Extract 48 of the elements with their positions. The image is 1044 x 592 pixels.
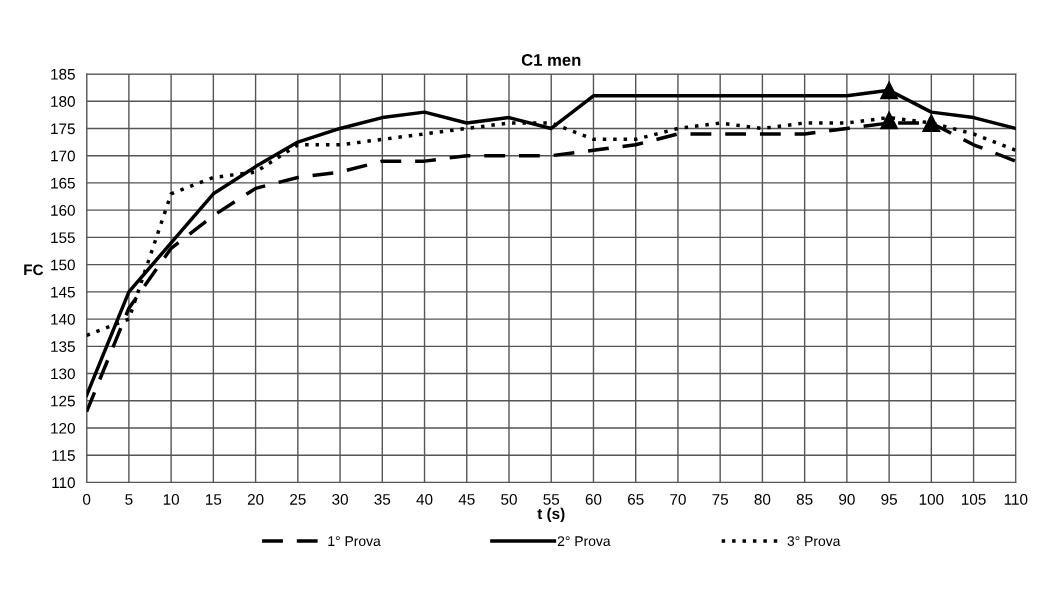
- x-tick-label: 80: [754, 493, 771, 505]
- x-tick-label: 55: [543, 494, 560, 505]
- y-tick-label: 130: [51, 368, 75, 380]
- x-tick-label: 25: [290, 493, 306, 505]
- y-tick-label: 165: [51, 177, 75, 189]
- y-tick-label: 125: [51, 395, 75, 407]
- x-tick-label: 100: [919, 493, 944, 505]
- x-tick-label: 35: [374, 493, 391, 505]
- y-tick-label: 155: [51, 232, 75, 244]
- y-tick-label: 140: [51, 313, 75, 325]
- y-tick-label: 120: [51, 422, 75, 434]
- x-tick-label: 75: [712, 494, 729, 505]
- y-tick-label: 150: [51, 259, 75, 271]
- y-tick-label: 185: [51, 68, 75, 80]
- x-tick-label: 0: [83, 493, 91, 505]
- legend-label: 1° Prova: [328, 536, 381, 547]
- point: [880, 111, 899, 130]
- x-tick-label: 40: [416, 493, 433, 505]
- x-tick-label: 30: [332, 493, 348, 505]
- x-tick-label: 10: [163, 493, 180, 505]
- y-tick-label: 115: [52, 450, 75, 461]
- y-tick-label: 145: [51, 286, 75, 298]
- y-tick-label: 160: [51, 205, 75, 216]
- legend-label: 2° Prova: [557, 536, 611, 547]
- x-tick-label: 60: [585, 493, 602, 505]
- x-tick-label: 45: [458, 494, 475, 505]
- x-tick-label: 70: [670, 493, 686, 505]
- point: [922, 113, 941, 133]
- y-tick-label: 110: [52, 477, 75, 489]
- x-tick-label: 90: [839, 493, 855, 505]
- x-axis-title: t (s): [537, 507, 565, 523]
- legend-label: 3° Prova: [787, 536, 841, 547]
- y-tick-label: 175: [51, 123, 75, 135]
- x-tick-label: 105: [962, 493, 986, 505]
- chart-title: C1 men: [521, 54, 581, 66]
- x-tick-label: 65: [627, 493, 644, 505]
- x-tick-label: 110: [1004, 493, 1028, 505]
- y-tick-label: 180: [51, 96, 75, 107]
- x-tick-label: 95: [881, 493, 897, 505]
- y-axis-title: FC: [24, 264, 44, 276]
- x-tick-label: 20: [247, 493, 264, 505]
- x-tick-label: 5: [125, 494, 133, 505]
- x-tick-label: 85: [796, 493, 813, 505]
- x-tick-label: 15: [206, 494, 222, 505]
- x-tick-label: 50: [501, 493, 517, 505]
- y-tick-label: 170: [51, 150, 75, 162]
- y-tick-label: 135: [51, 341, 75, 353]
- point: [880, 81, 899, 100]
